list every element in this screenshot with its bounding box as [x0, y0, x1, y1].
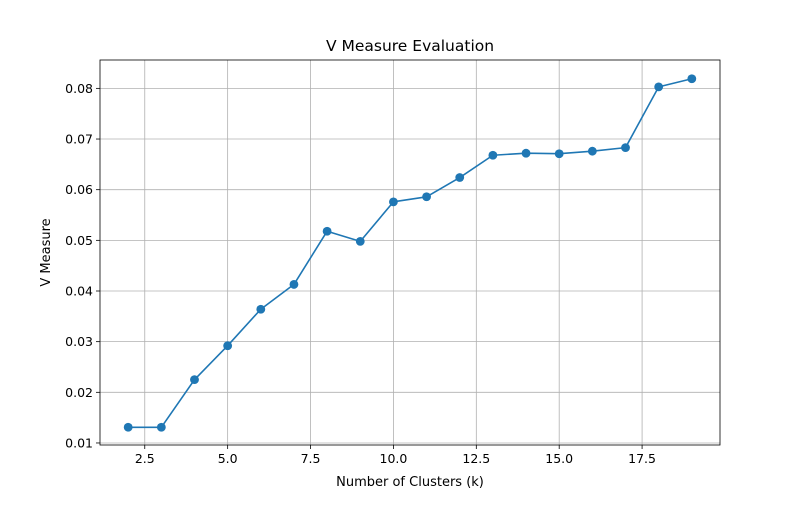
x-tick-label: 15.0 — [545, 451, 573, 466]
x-tick-label: 5.0 — [218, 451, 238, 466]
data-point — [289, 280, 299, 289]
y-tick-label: 0.04 — [65, 284, 93, 299]
ticks: 2.5 5.0 7.5 10.0 12.5 15.0 17.5 0.01 0.02 0.03 0.0… — [65, 81, 656, 466]
x-tick-label: 2.5 — [135, 451, 155, 466]
data-point — [322, 226, 332, 236]
plot-frame — [99, 59, 721, 446]
data-point — [123, 422, 133, 432]
series-line — [128, 77, 693, 429]
data-point — [256, 304, 266, 314]
y-axis-label: V Measure — [39, 218, 54, 286]
y-tick-label: 0.08 — [65, 81, 93, 96]
data-point — [455, 173, 465, 182]
series-layer — [123, 74, 697, 432]
data-point — [521, 148, 531, 158]
y-tick-label: 0.06 — [65, 182, 93, 197]
y-tick-label: 0.07 — [65, 132, 93, 147]
data-point — [587, 146, 597, 156]
data-point — [687, 74, 697, 84]
data-point — [190, 375, 199, 385]
y-tick-label: 0.02 — [65, 385, 93, 400]
data-point — [389, 197, 398, 207]
y-tick-label: 0.03 — [65, 334, 93, 349]
data-point — [223, 341, 233, 351]
x-tick-label: 10.0 — [380, 451, 408, 466]
data-point — [554, 149, 564, 159]
x-axis-label: Number of Clusters (k) — [336, 475, 484, 490]
data-point — [355, 236, 365, 246]
data-point — [422, 192, 431, 202]
x-tick-label: 7.5 — [301, 451, 321, 466]
y-tick-label: 0.05 — [65, 233, 93, 248]
x-tick-label: 17.5 — [628, 451, 656, 466]
grid — [100, 60, 720, 445]
data-point — [654, 82, 664, 92]
data-point — [156, 422, 166, 432]
data-point — [621, 143, 630, 153]
y-tick-label: 0.01 — [65, 435, 93, 450]
data-point — [488, 150, 498, 160]
x-tick-label: 12.5 — [462, 451, 490, 466]
chart-title: V Measure Evaluation — [326, 37, 494, 55]
